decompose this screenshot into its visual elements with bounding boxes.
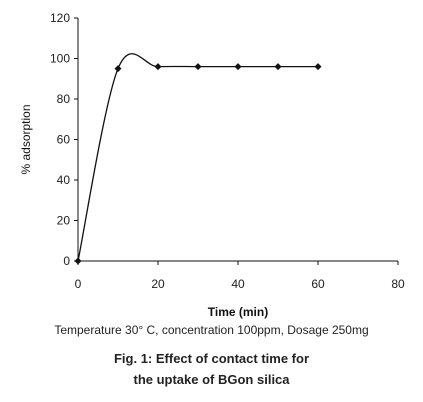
- data-point: [114, 65, 122, 73]
- x-tick-label: 20: [151, 277, 165, 291]
- y-tick-label: 20: [57, 214, 71, 228]
- x-tick-label: 40: [231, 277, 245, 291]
- data-point: [74, 257, 82, 265]
- figure-caption-line-1: Fig. 1: Effect of contact time for: [113, 351, 309, 366]
- y-tick-label: 40: [57, 173, 71, 187]
- x-tick-label: 80: [391, 277, 405, 291]
- y-tick-label: 0: [63, 254, 70, 268]
- y-tick-label: 80: [57, 92, 71, 106]
- x-axis-ticks: 0 20 40 60 80: [75, 261, 405, 291]
- figure-caption-line-2: the uptake of BGon silica: [133, 372, 290, 387]
- data-point: [314, 63, 322, 71]
- x-axis-title: Time (min): [208, 305, 268, 319]
- y-axis-title: % adsorption: [19, 104, 33, 174]
- chart: 0 20 40 60 80 100 120 0 20 40 60 80 Time (min) % a…: [19, 11, 405, 319]
- x-tick-label: 0: [75, 277, 82, 291]
- axes: [77, 18, 398, 262]
- data-point: [274, 63, 282, 71]
- chart-conditions-note: Temperature 30° C, concentration 100ppm,…: [54, 323, 369, 337]
- x-tick-label: 60: [311, 277, 325, 291]
- y-tick-label: 100: [50, 52, 70, 66]
- y-tick-label: 60: [57, 133, 71, 147]
- data-point: [194, 63, 202, 71]
- series-group: [74, 53, 322, 265]
- series-line: [77, 53, 318, 262]
- data-point: [154, 63, 162, 71]
- y-tick-label: 120: [50, 11, 70, 25]
- data-point: [234, 63, 242, 71]
- y-axis-ticks: 0 20 40 60 80 100 120: [50, 11, 78, 268]
